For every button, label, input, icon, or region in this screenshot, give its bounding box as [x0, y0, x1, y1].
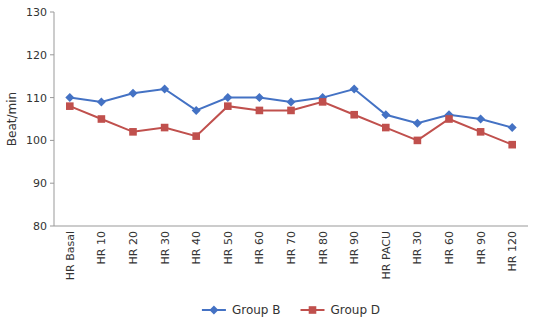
x-tick-label: HR 70: [285, 231, 298, 264]
y-axis-label: Beat/min: [5, 92, 19, 146]
data-point: [192, 106, 201, 115]
x-tick-label: HR 120: [506, 231, 519, 271]
x-tick-label: HR 40: [190, 231, 203, 264]
legend: Group B Group D: [202, 303, 380, 317]
y-tick-label: 90: [33, 177, 47, 190]
x-tick-label: HR 20: [127, 231, 140, 264]
legend-marker: [309, 306, 317, 314]
data-point: [255, 93, 264, 102]
x-tick-label: HR 90: [475, 231, 488, 264]
x-tick-label: HR 30: [159, 231, 172, 264]
chart: 80 90 100 110 120 130 Beat/min HR Basal HR 10 HR …: [0, 0, 538, 322]
series: [66, 98, 516, 148]
data-point: [350, 111, 358, 119]
data-point: [319, 98, 327, 106]
data-point: [381, 110, 390, 119]
data-point: [160, 85, 169, 94]
plot-area: [65, 85, 516, 149]
data-point: [129, 89, 138, 98]
y-axis: [54, 12, 55, 226]
y-tick: [50, 183, 54, 184]
x-tick-label: HR 50: [222, 231, 235, 264]
series-line: [70, 89, 512, 128]
data-point: [98, 115, 106, 123]
y-tick: [50, 140, 54, 141]
data-point: [414, 137, 422, 145]
x-tick-label: HR 10: [95, 231, 108, 264]
data-point: [65, 93, 74, 102]
series-line: [70, 102, 512, 145]
data-point: [97, 97, 106, 106]
y-tick: [50, 12, 54, 13]
data-point: [129, 128, 137, 136]
data-point: [477, 128, 485, 136]
x-tick-label: HR 80: [317, 231, 330, 264]
data-point: [382, 124, 390, 132]
data-point: [287, 97, 296, 106]
data-point: [287, 107, 295, 115]
data-point: [256, 107, 264, 115]
y-tick-label: 110: [26, 92, 47, 105]
y-tick: [50, 54, 54, 55]
y-tick-label: 130: [26, 6, 47, 19]
data-point: [445, 115, 453, 123]
data-point: [66, 102, 74, 110]
y-tick-label: 80: [33, 220, 47, 233]
data-point: [350, 85, 359, 94]
data-point: [224, 102, 232, 110]
series: [65, 85, 516, 133]
x-tick-label: HR PACU: [380, 231, 393, 279]
data-point: [508, 141, 516, 149]
legend-label: Group B: [232, 303, 281, 317]
x-tick-label: HR 60: [443, 231, 456, 264]
x-axis: [54, 226, 528, 227]
legend-label: Group D: [331, 303, 381, 317]
data-point: [476, 115, 485, 124]
y-tick-label: 100: [26, 134, 47, 147]
data-point: [223, 93, 232, 102]
y-tick: [50, 226, 54, 227]
y-tick-label: 120: [26, 49, 47, 62]
data-point: [161, 124, 169, 132]
x-tick-label: HR Basal: [64, 231, 77, 280]
x-tick-label: HR 30: [411, 231, 424, 264]
x-tick-label: HR 90: [348, 231, 361, 264]
legend-marker: [209, 306, 218, 315]
x-tick-label: HR 60: [253, 231, 266, 264]
data-point: [508, 123, 517, 132]
data-point: [192, 132, 200, 140]
y-tick: [50, 97, 54, 98]
data-point: [413, 119, 422, 128]
